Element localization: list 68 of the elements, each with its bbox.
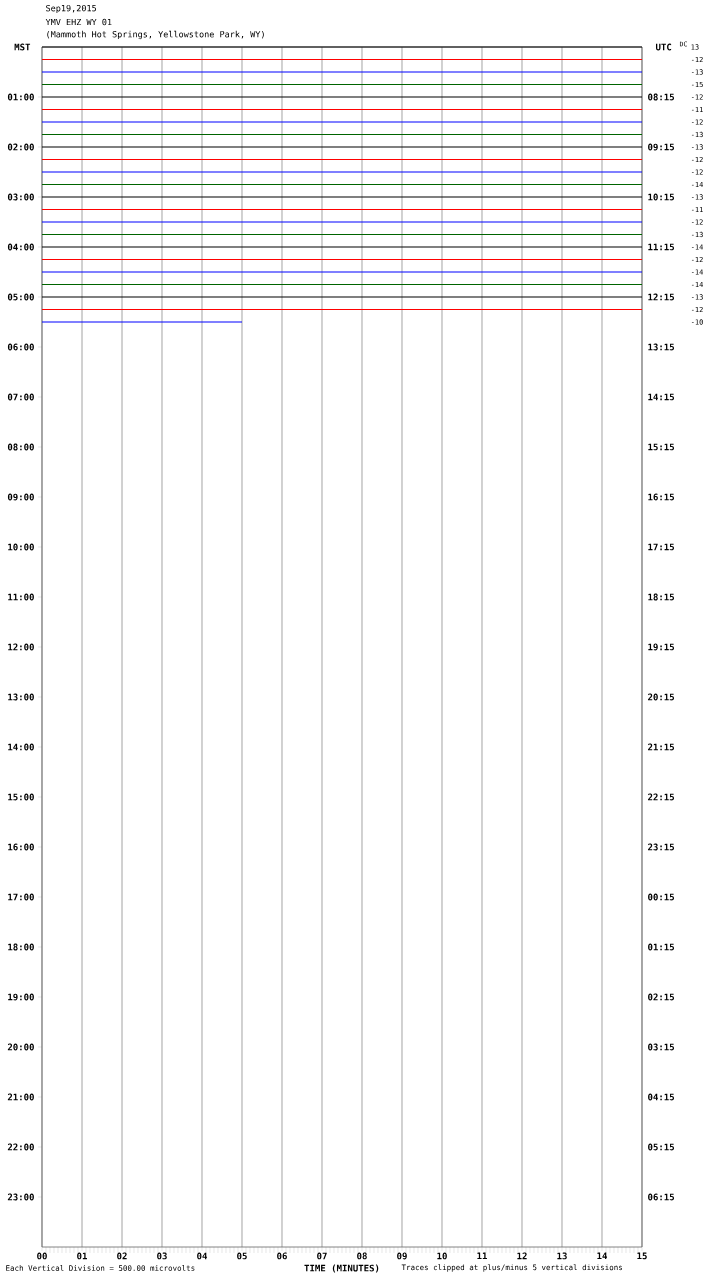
y2-axis-title: UTC xyxy=(656,43,672,51)
y-tick-label: 12:00 xyxy=(8,643,34,651)
x-tick-label: 02 xyxy=(117,1252,127,1260)
text: 03:15 xyxy=(648,1043,675,1051)
y-tick-label: 02:00 xyxy=(7,143,34,151)
x-tick-label: 14 xyxy=(597,1252,608,1260)
chart-subtitle: YMV EHZ WY 01 xyxy=(45,18,112,26)
y-tick-label: 15:00 xyxy=(8,793,34,801)
text: 10:15 xyxy=(648,193,675,201)
y-tick-label: 03:00 xyxy=(7,193,34,201)
y-tick-label: 10:00 xyxy=(8,543,34,551)
text: 04:15 xyxy=(648,1093,675,1101)
y-tick-label: 11:00 xyxy=(8,593,34,601)
text: 13:15 xyxy=(648,343,675,351)
x-tick-label: 05 xyxy=(237,1252,247,1260)
x-tick-label: 09 xyxy=(397,1252,407,1260)
x-tick-label: 10 xyxy=(437,1252,447,1260)
x-tick-label: 12 xyxy=(517,1252,527,1260)
text: 19:15 xyxy=(648,643,675,651)
text: 12:15 xyxy=(648,293,675,301)
y-tick-label: 13:00 xyxy=(8,693,34,701)
text: 16:15 xyxy=(648,493,675,501)
y-tick-label: 08:00 xyxy=(7,443,34,451)
text: 23:15 xyxy=(648,843,675,851)
y-tick-label: 21:00 xyxy=(7,1093,34,1101)
y-tick-label: 04:00 xyxy=(7,243,34,251)
text: 18:15 xyxy=(648,593,675,601)
y-tick-label: 07:00 xyxy=(7,393,34,401)
x-tick-label: 00 xyxy=(37,1252,47,1260)
x-tick-label: 03 xyxy=(157,1252,167,1260)
y-tick-label: 16:00 xyxy=(8,843,34,851)
y-tick-label: 09:00 xyxy=(7,493,34,501)
text: 02:15 xyxy=(648,993,675,1001)
text: 21:15 xyxy=(648,743,675,751)
y-tick-label: 17:00 xyxy=(8,893,34,901)
text: 14:15 xyxy=(648,393,675,401)
y-tick-label: 23:00 xyxy=(7,1193,34,1201)
x-tick-label: 15 xyxy=(637,1252,647,1260)
y-tick-label: 01:00 xyxy=(7,93,34,101)
y-axis-title: MST xyxy=(14,43,31,51)
text: 08:15 xyxy=(648,93,675,101)
text: 00:15 xyxy=(648,893,675,901)
x-tick-label: 13 xyxy=(557,1252,567,1260)
text: 20:15 xyxy=(648,693,675,701)
x-tick-label: 01 xyxy=(77,1252,87,1260)
y-tick-label: 20:00 xyxy=(7,1043,34,1051)
y-tick-label: 14:00 xyxy=(8,743,34,751)
text: 15:15 xyxy=(648,443,675,451)
text: 06:15 xyxy=(648,1193,675,1201)
text: (Mammoth Hot Springs, Yellowstone Park, WY) xyxy=(47,30,264,40)
x-tick-label: 06 xyxy=(277,1252,287,1260)
x-axis-title: TIME (MINUTES) xyxy=(304,1264,379,1273)
chart-title: Sep19,2015 xyxy=(46,4,97,14)
x-tick-label: 11 xyxy=(477,1252,487,1260)
y-tick-label: 22:00 xyxy=(7,1143,34,1151)
y-tick-label: 19:00 xyxy=(8,993,34,1001)
text: 09:15 xyxy=(648,143,675,151)
text: 17:15 xyxy=(648,543,675,551)
x-tick-label: 04 xyxy=(197,1252,208,1260)
text: 01:15 xyxy=(648,943,675,951)
text: 05:15 xyxy=(648,1143,675,1151)
y-tick-label: 06:00 xyxy=(7,343,34,351)
text: 11:15 xyxy=(648,243,675,251)
x-tick-label: 08 xyxy=(357,1252,367,1260)
y-tick-label: 05:00 xyxy=(7,293,34,301)
text: 22:15 xyxy=(648,793,675,801)
y-tick-label: 18:00 xyxy=(8,943,34,951)
x-tick-label: 07 xyxy=(317,1252,327,1260)
